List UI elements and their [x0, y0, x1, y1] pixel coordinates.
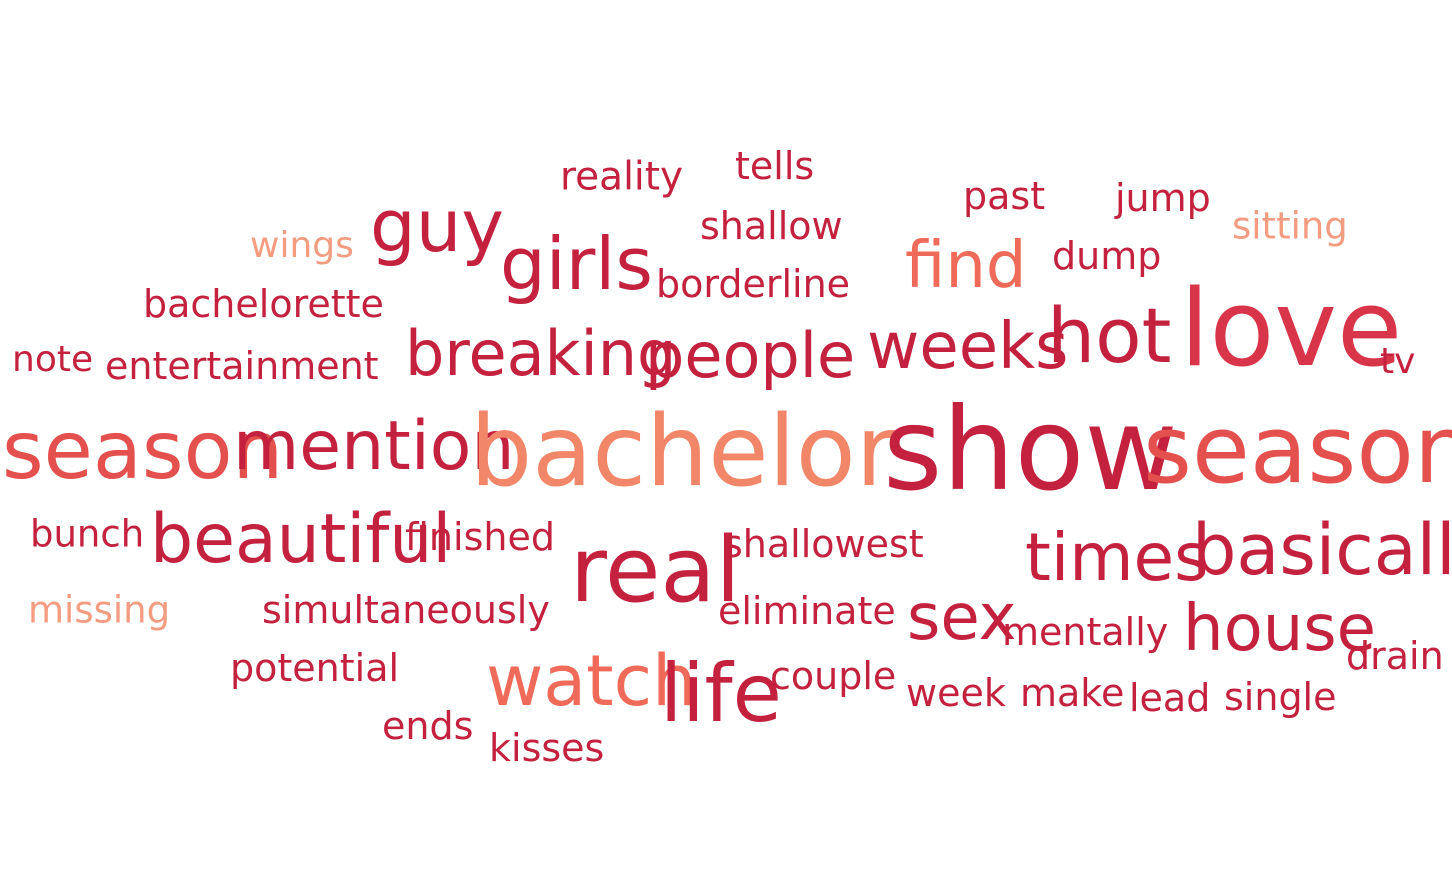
word-entertainment: entertainment — [105, 344, 379, 388]
word-reality: reality — [560, 154, 684, 200]
word-potential: potential — [230, 646, 400, 690]
word-simultaneously: simultaneously — [262, 588, 550, 632]
word-watch: watch — [486, 640, 697, 722]
word-tv: tv — [1380, 341, 1416, 382]
word-missing: missing — [28, 588, 171, 632]
word-eliminate: eliminate — [718, 589, 896, 633]
word-make: make — [1020, 671, 1125, 715]
word-girls: girls — [500, 222, 653, 306]
word-find: find — [905, 229, 1027, 303]
word-times: times — [1025, 519, 1209, 596]
word-lead: lead — [1129, 676, 1211, 720]
word-bachelor: bachelor — [470, 395, 897, 509]
word-mention: mention — [233, 407, 515, 486]
word-house: house — [1183, 592, 1376, 666]
word-ends: ends — [382, 704, 474, 748]
word-hot: hot — [1047, 291, 1172, 380]
word-real: real — [570, 518, 741, 623]
word-dump: dump — [1052, 234, 1162, 278]
word-sex: sex — [907, 581, 1017, 655]
word-sitting: sitting — [1232, 204, 1348, 248]
word-shallow: shallow — [700, 204, 843, 248]
word-past: past — [963, 174, 1046, 218]
word-love: love — [1180, 267, 1403, 390]
word-week: week — [906, 671, 1006, 715]
word-shallowest: shallowest — [723, 522, 924, 566]
word-weeks: weeks — [867, 310, 1069, 384]
word-guy: guy — [370, 184, 504, 268]
word-show: show — [883, 383, 1178, 516]
word-couple: couple — [770, 654, 897, 698]
word-single: single — [1224, 675, 1337, 719]
word-drain: drain — [1346, 634, 1444, 678]
word-people: people — [645, 319, 856, 392]
word-borderline: borderline — [656, 262, 851, 306]
word-basically: basically — [1192, 509, 1452, 591]
word-bachelorette: bachelorette — [143, 282, 384, 326]
word-wings: wings — [250, 225, 354, 266]
word-seasons: seasons — [1143, 396, 1452, 505]
word-mentally: mentally — [1002, 610, 1169, 654]
word-jump: jump — [1115, 176, 1211, 220]
word-season: season — [2, 404, 284, 497]
word-bunch: bunch — [30, 512, 145, 556]
word-tells: tells — [735, 144, 815, 188]
word-beautiful: beautiful — [150, 500, 452, 579]
word-breaking: breaking — [405, 317, 677, 390]
word-kisses: kisses — [489, 726, 605, 770]
word-finished: finished — [405, 515, 555, 559]
word-life: life — [660, 647, 782, 740]
word-note: note — [12, 339, 94, 380]
